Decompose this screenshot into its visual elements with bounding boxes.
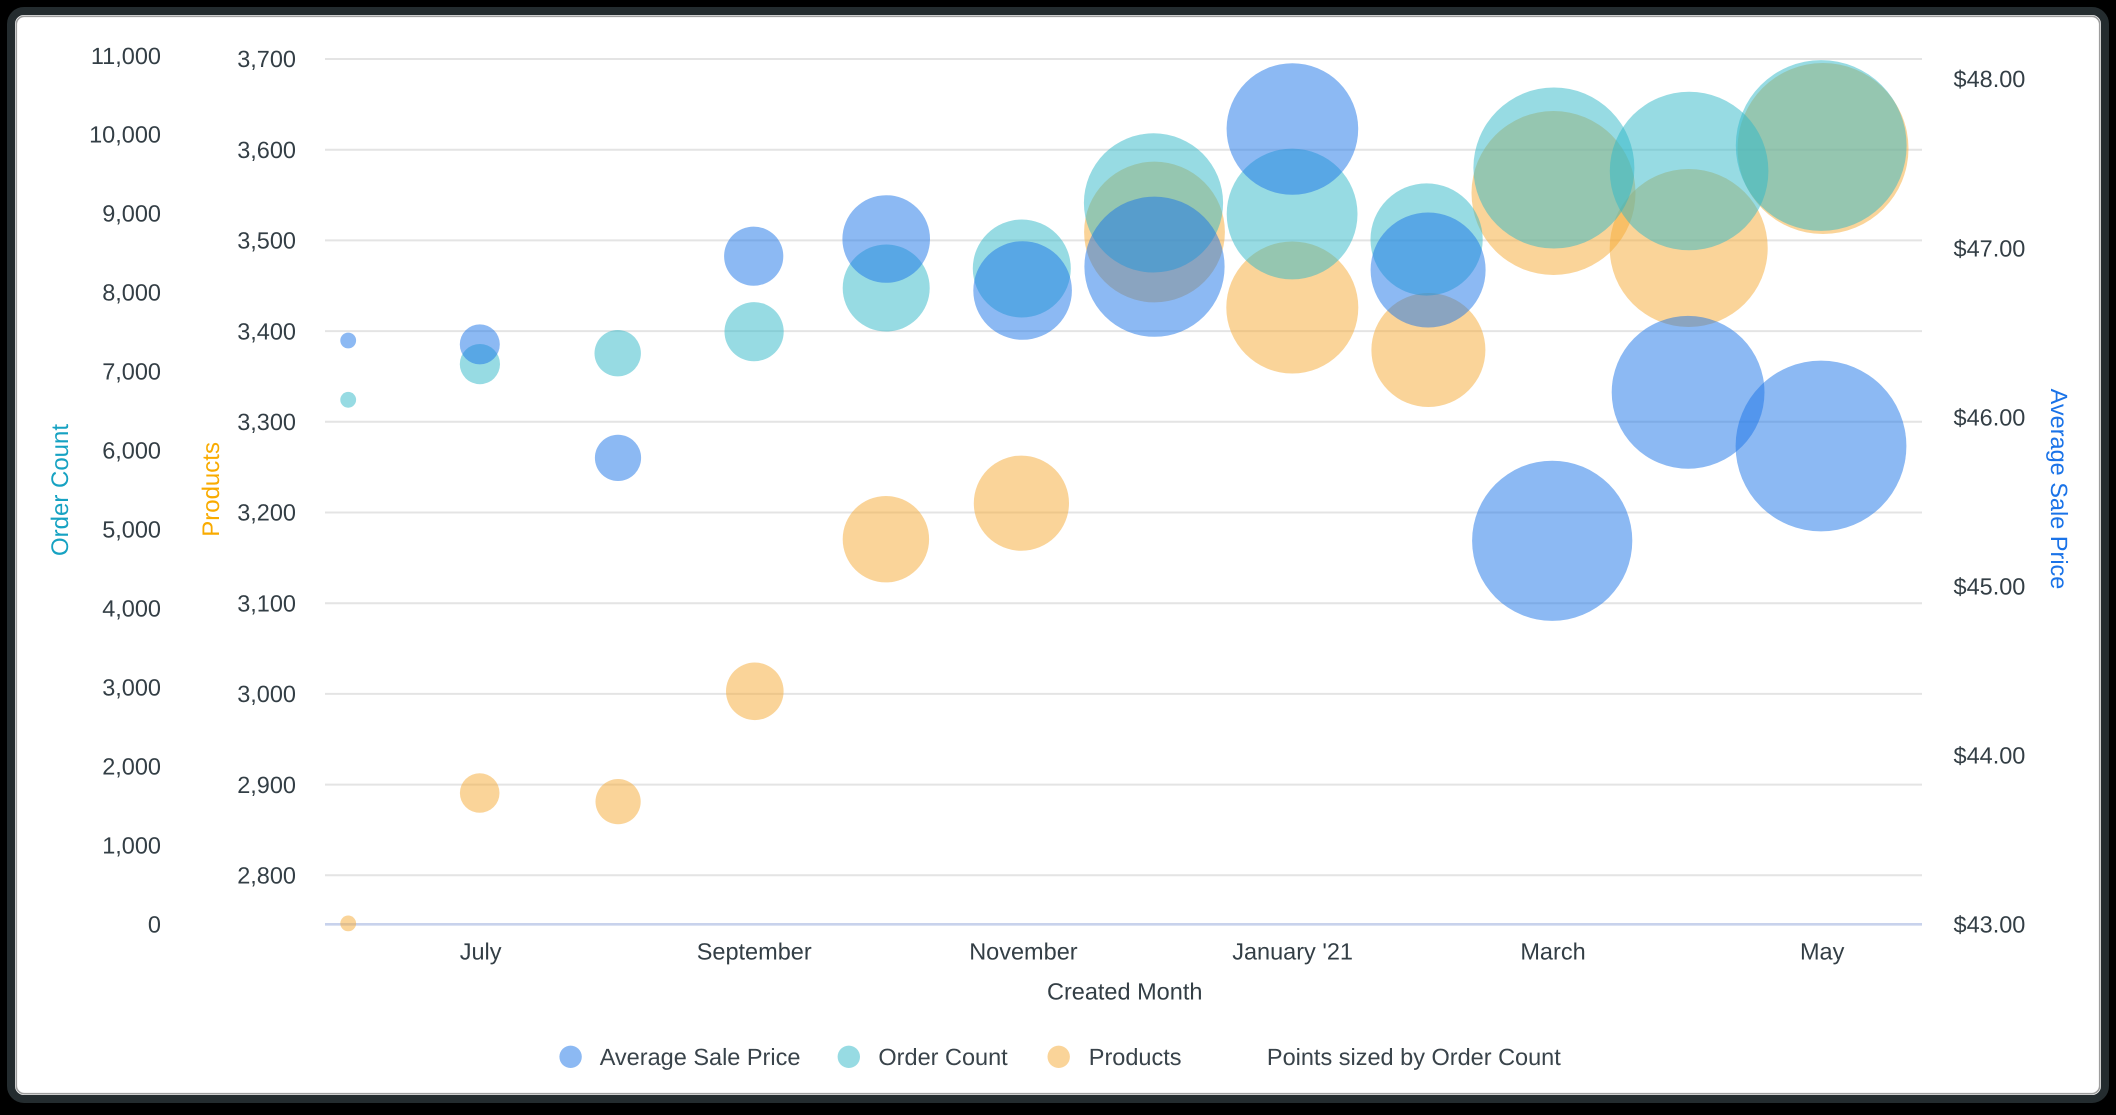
svg-text:Average Sale Price: Average Sale Price [600,1044,801,1070]
svg-text:8,000: 8,000 [102,280,161,306]
svg-text:9,000: 9,000 [102,201,161,227]
svg-text:4,000: 4,000 [102,596,161,622]
svg-text:Created Month: Created Month [1047,979,1202,1005]
svg-text:0: 0 [148,912,161,938]
svg-text:5,000: 5,000 [102,517,161,543]
svg-text:$46.00: $46.00 [1954,404,2026,430]
svg-text:May: May [1800,939,1845,965]
svg-text:3,000: 3,000 [102,675,161,701]
svg-text:3,200: 3,200 [237,500,296,526]
svg-text:2,800: 2,800 [237,863,296,889]
svg-text:Order Count: Order Count [47,424,74,556]
svg-text:3,500: 3,500 [237,228,296,254]
svg-text:11,000: 11,000 [91,43,161,69]
svg-text:$45.00: $45.00 [1954,573,2026,599]
svg-text:July: July [460,939,502,965]
svg-text:3,000: 3,000 [237,681,296,707]
svg-text:Products: Products [198,442,225,537]
svg-text:1,000: 1,000 [102,833,161,859]
svg-text:Products: Products [1089,1044,1182,1070]
svg-text:6,000: 6,000 [102,438,161,464]
svg-text:September: September [697,939,812,965]
svg-text:3,300: 3,300 [237,409,296,435]
svg-text:7,000: 7,000 [102,359,161,385]
svg-text:3,600: 3,600 [237,137,296,163]
svg-text:$47.00: $47.00 [1954,235,2026,261]
svg-text:$43.00: $43.00 [1954,912,2026,938]
svg-text:10,000: 10,000 [89,122,161,148]
svg-text:March: March [1520,939,1585,965]
svg-text:November: November [969,939,1078,965]
svg-text:Average Sale Price: Average Sale Price [2046,389,2072,590]
svg-text:3,700: 3,700 [237,46,296,72]
svg-text:Points sized by Order Count: Points sized by Order Count [1267,1044,1561,1070]
svg-text:January '21: January '21 [1232,939,1353,965]
svg-text:2,000: 2,000 [102,754,161,780]
svg-text:3,400: 3,400 [237,318,296,344]
svg-text:$44.00: $44.00 [1954,742,2026,768]
svg-text:Order Count: Order Count [878,1044,1008,1070]
svg-text:2,900: 2,900 [237,772,296,798]
svg-text:3,100: 3,100 [237,590,296,616]
svg-text:$48.00: $48.00 [1954,66,2026,92]
